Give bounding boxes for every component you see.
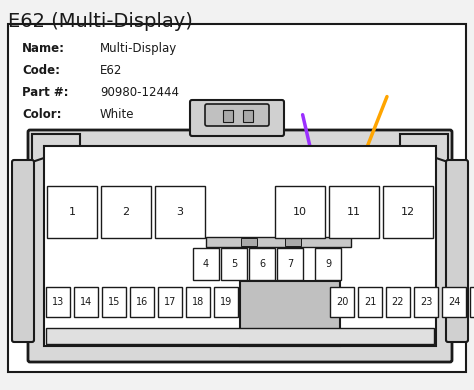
Text: 4: 4 <box>203 259 209 269</box>
Text: 90980-12444: 90980-12444 <box>100 86 179 99</box>
FancyBboxPatch shape <box>47 186 97 238</box>
Text: 21: 21 <box>364 297 376 307</box>
FancyBboxPatch shape <box>28 130 452 362</box>
Text: E62 (Multi-Display): E62 (Multi-Display) <box>8 12 193 31</box>
FancyBboxPatch shape <box>275 186 325 238</box>
Text: 3: 3 <box>176 207 183 217</box>
Text: Code:: Code: <box>22 64 60 77</box>
FancyBboxPatch shape <box>329 186 379 238</box>
FancyBboxPatch shape <box>214 287 238 317</box>
FancyBboxPatch shape <box>74 287 98 317</box>
Text: Multi-Display: Multi-Display <box>100 42 177 55</box>
Text: 10: 10 <box>293 207 307 217</box>
FancyBboxPatch shape <box>46 287 70 317</box>
Text: 9: 9 <box>325 259 331 269</box>
FancyBboxPatch shape <box>470 287 474 317</box>
Text: 22: 22 <box>392 297 404 307</box>
Polygon shape <box>400 134 448 162</box>
Text: 14: 14 <box>80 297 92 307</box>
Text: White: White <box>100 108 135 121</box>
Text: 6: 6 <box>259 259 265 269</box>
FancyBboxPatch shape <box>240 281 340 346</box>
FancyBboxPatch shape <box>277 248 303 280</box>
Text: 13: 13 <box>52 297 64 307</box>
Text: 5: 5 <box>231 259 237 269</box>
FancyBboxPatch shape <box>193 248 219 280</box>
Text: Part #:: Part #: <box>22 86 69 99</box>
FancyBboxPatch shape <box>44 146 436 346</box>
Text: 7: 7 <box>287 259 293 269</box>
FancyBboxPatch shape <box>155 186 205 238</box>
Text: 15: 15 <box>108 297 120 307</box>
FancyBboxPatch shape <box>446 160 468 342</box>
Polygon shape <box>32 134 80 162</box>
FancyBboxPatch shape <box>206 237 351 247</box>
Text: Color:: Color: <box>22 108 62 121</box>
FancyBboxPatch shape <box>330 287 354 317</box>
Text: 24: 24 <box>448 297 460 307</box>
FancyBboxPatch shape <box>205 104 269 126</box>
FancyBboxPatch shape <box>130 287 154 317</box>
FancyBboxPatch shape <box>285 238 301 246</box>
FancyBboxPatch shape <box>158 287 182 317</box>
FancyBboxPatch shape <box>358 287 382 317</box>
Text: 11: 11 <box>347 207 361 217</box>
FancyBboxPatch shape <box>8 24 466 372</box>
FancyBboxPatch shape <box>414 287 438 317</box>
FancyBboxPatch shape <box>101 186 151 238</box>
FancyBboxPatch shape <box>223 110 233 122</box>
FancyBboxPatch shape <box>221 248 247 280</box>
Text: Name:: Name: <box>22 42 65 55</box>
FancyBboxPatch shape <box>249 248 275 280</box>
FancyBboxPatch shape <box>102 287 126 317</box>
FancyBboxPatch shape <box>383 186 433 238</box>
FancyBboxPatch shape <box>315 248 341 280</box>
Text: 12: 12 <box>401 207 415 217</box>
Text: 17: 17 <box>164 297 176 307</box>
FancyBboxPatch shape <box>190 100 284 136</box>
Text: 20: 20 <box>336 297 348 307</box>
Text: 19: 19 <box>220 297 232 307</box>
FancyBboxPatch shape <box>186 287 210 317</box>
Text: 16: 16 <box>136 297 148 307</box>
Text: 1: 1 <box>69 207 75 217</box>
FancyBboxPatch shape <box>12 160 34 342</box>
FancyBboxPatch shape <box>442 287 466 317</box>
Text: 23: 23 <box>420 297 432 307</box>
FancyBboxPatch shape <box>46 328 434 344</box>
FancyBboxPatch shape <box>386 287 410 317</box>
Text: 2: 2 <box>122 207 129 217</box>
FancyBboxPatch shape <box>241 238 257 246</box>
FancyBboxPatch shape <box>243 110 253 122</box>
Text: E62: E62 <box>100 64 122 77</box>
Text: 18: 18 <box>192 297 204 307</box>
